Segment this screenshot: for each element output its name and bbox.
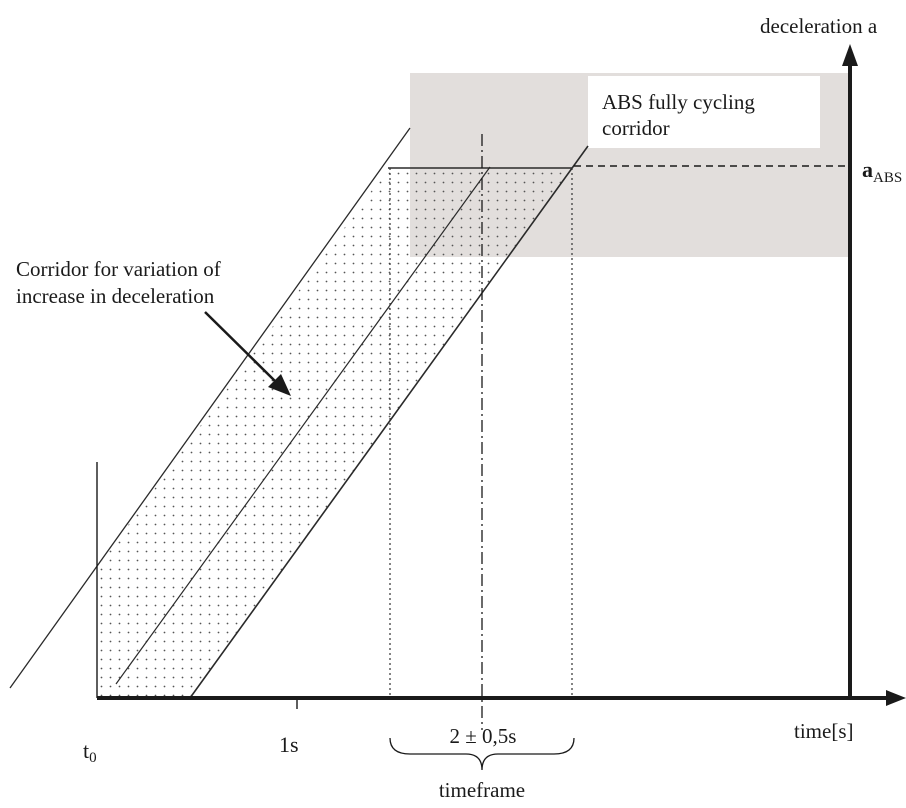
interval-label: 2 ± 0,5s: [450, 724, 517, 748]
tick-1s-label: 1s: [279, 732, 299, 757]
corridor-left-boundary: [9, 127, 411, 689]
a-abs-label: aABS: [862, 157, 902, 186]
variation-pointer-line: [204, 311, 277, 383]
y-axis-label: deceleration a: [760, 14, 878, 38]
abs-corridor-label-line2: corridor: [602, 116, 670, 140]
a-abs-subscript: ABS: [873, 170, 902, 186]
y-axis-arrowhead: [842, 44, 858, 66]
corridor-right-boundary: [189, 145, 589, 699]
variation-label-line1: Corridor for variation of: [16, 257, 221, 281]
t0-label: t0: [83, 738, 97, 766]
x-axis-label: time[s]: [794, 719, 853, 743]
a-abs-main: a: [862, 157, 873, 182]
timeframe-label: timeframe: [439, 778, 525, 802]
variation-corridor: [97, 168, 572, 698]
timeframe-brace: [389, 737, 575, 771]
corridor-center-line: [115, 166, 491, 685]
x-axis-arrowhead: [886, 690, 906, 706]
abs-corridor-label-line1: ABS fully cycling: [602, 90, 755, 114]
abs-corridor-label-box: [588, 76, 820, 148]
variation-label-line2: increase in deceleration: [16, 284, 215, 308]
t0-main: t: [83, 738, 89, 763]
t0-subscript: 0: [89, 750, 97, 766]
variation-pointer-arrowhead: [268, 374, 291, 396]
